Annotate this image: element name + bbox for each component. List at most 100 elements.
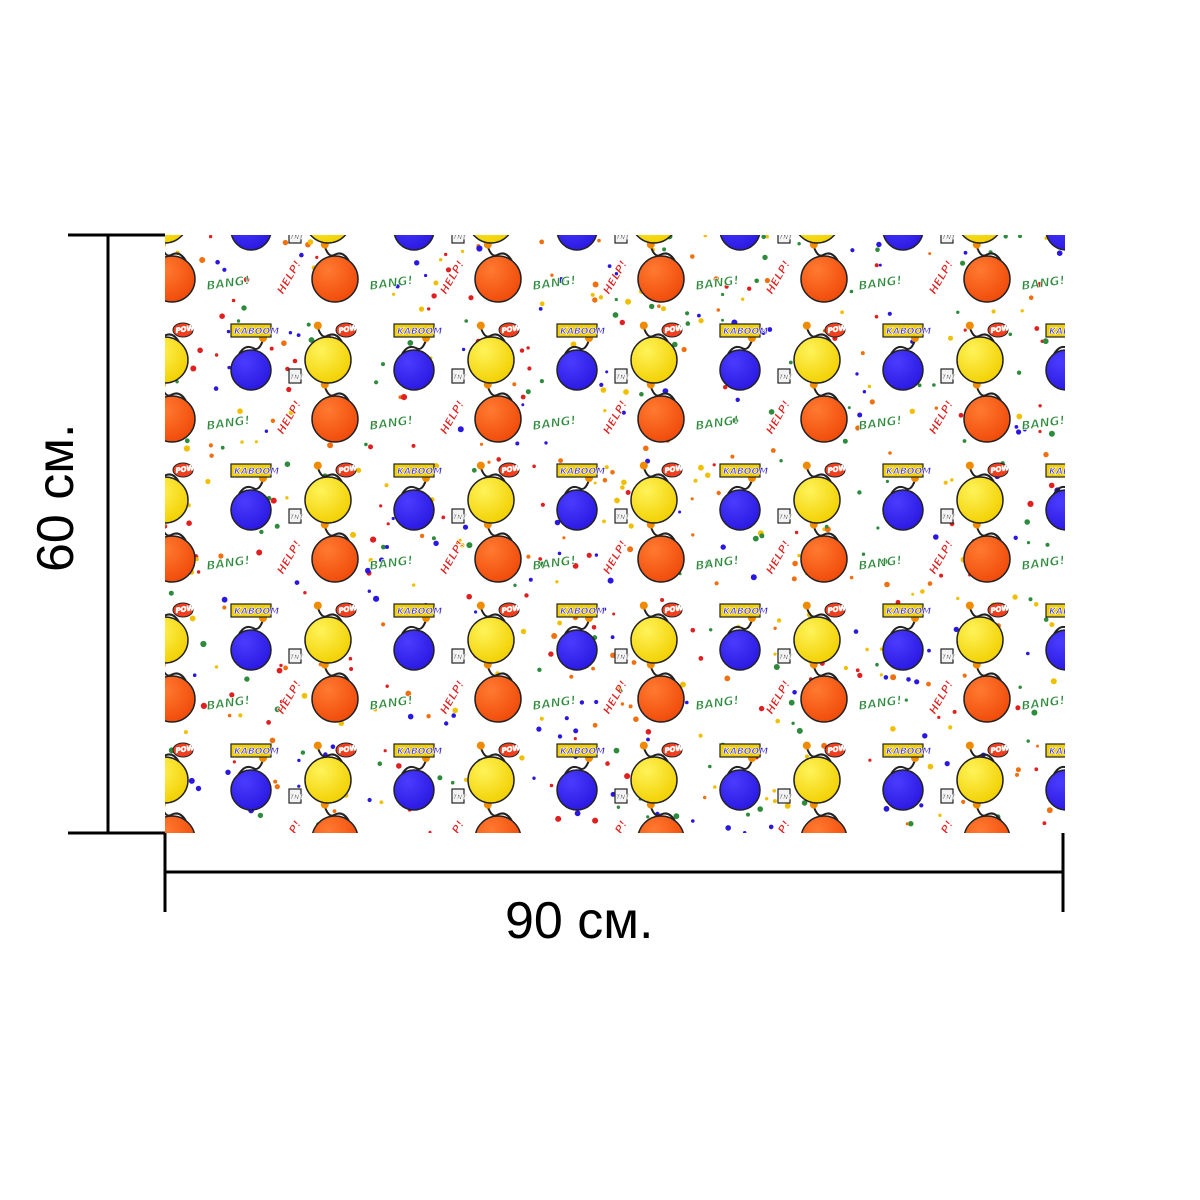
bomb [165, 802, 195, 833]
bang-text: BANG! [531, 273, 576, 293]
confetti-dot [288, 331, 293, 335]
bomb-pattern: KABOOM POW BANG! HELP! TNT KABOOM POW BANG! HELP… [165, 235, 1065, 833]
tnt-rect [777, 368, 791, 384]
bomb-body [637, 395, 685, 443]
confetti-dot [1016, 370, 1022, 375]
bang-text: BANG! [205, 553, 250, 573]
fuse-spark [313, 461, 322, 470]
fuse-spark [313, 601, 322, 610]
confetti-dot [750, 574, 757, 581]
kaboom-bubble [230, 463, 272, 478]
bang-text: BANG! [1020, 273, 1065, 293]
confetti-dot [222, 267, 227, 272]
confetti-dot [450, 780, 455, 785]
confetti-dot [274, 784, 280, 790]
tnt-box [614, 648, 628, 664]
bomb-body [793, 476, 841, 524]
bomb-body [309, 235, 347, 244]
pow-text: POW [990, 744, 1010, 755]
bang-text: BANG! [531, 413, 576, 433]
confetti-dot [573, 728, 579, 734]
confetti-dot [292, 358, 298, 364]
tnt-box [451, 235, 465, 244]
bomb [556, 614, 598, 671]
confetti-dot [884, 581, 890, 588]
bomb-body [475, 815, 521, 833]
confetti-dot [625, 490, 631, 495]
confetti-dot [905, 822, 909, 826]
confetti-dot [225, 769, 231, 775]
confetti-dot [1034, 326, 1040, 331]
confetti-dot [539, 379, 544, 384]
confetti-dot [220, 445, 225, 450]
confetti-dot [948, 335, 953, 341]
bomb [393, 754, 435, 811]
confetti-dot [712, 463, 716, 467]
bomb-fuse [486, 806, 513, 822]
bomb-body [393, 489, 435, 531]
confetti-dot [698, 656, 704, 661]
bang-text: BANG! [531, 553, 576, 573]
kaboom-box [719, 323, 761, 338]
confetti-dot [693, 478, 698, 483]
bomb-fuse [165, 473, 180, 483]
pow-text: POW [338, 324, 358, 335]
confetti-dot [842, 438, 848, 444]
bomb-body [311, 535, 359, 583]
confetti-dot [938, 813, 942, 817]
bomb-body [556, 349, 598, 391]
bomb-fuse [812, 526, 839, 542]
width-label: 90 см. [505, 892, 654, 950]
confetti-dot [592, 722, 598, 728]
bomb-fuse [401, 759, 427, 775]
bomb-fuse [165, 391, 187, 402]
confetti-dot [759, 533, 765, 539]
bang-text: BANG! [694, 413, 739, 433]
confetti-dot [685, 321, 691, 326]
tnt-rect [777, 235, 791, 244]
kaboom-box [556, 463, 598, 478]
bomb-body [304, 616, 352, 664]
confetti-dot [330, 744, 336, 749]
confetti-dot [620, 485, 625, 490]
bomb [474, 380, 522, 443]
confetti-dot [186, 520, 192, 526]
bomb [793, 741, 841, 804]
bomb-body [472, 235, 510, 244]
confetti-dot [294, 580, 300, 585]
bomb-fuse [968, 467, 995, 483]
bomb [882, 334, 924, 391]
confetti-dot [276, 667, 283, 674]
help-text: HELP! [274, 538, 304, 576]
bomb [1045, 235, 1065, 251]
bomb-body [630, 336, 678, 384]
bomb-fuse [479, 747, 506, 763]
confetti-dot [515, 441, 520, 446]
confetti-dot [296, 333, 301, 337]
confetti-dot [282, 239, 289, 246]
confetti-dot [1028, 597, 1033, 602]
confetti-dot [557, 734, 563, 739]
confetti-dot [286, 386, 292, 393]
bomb-body [793, 616, 841, 664]
bomb-body [719, 349, 761, 391]
confetti-dot [451, 713, 457, 718]
tnt-text: TNT [779, 235, 793, 241]
kaboom-box [556, 323, 598, 338]
bomb-fuse [316, 607, 343, 623]
confetti-dot [562, 562, 566, 566]
bomb-body [1045, 349, 1065, 391]
bomb [963, 660, 1011, 723]
confetti-dot [628, 523, 634, 529]
bomb-fuse [975, 666, 1002, 682]
confetti-dot [274, 523, 280, 529]
confetti-dot [875, 662, 879, 667]
confetti-dot [458, 538, 462, 542]
confetti-dot [232, 760, 236, 764]
bomb [956, 321, 1004, 384]
bomb-body [637, 255, 685, 303]
confetti-dot [303, 591, 307, 595]
bomb-fuse [890, 339, 916, 355]
tnt-rect [288, 235, 302, 244]
confetti-dot [633, 716, 639, 722]
